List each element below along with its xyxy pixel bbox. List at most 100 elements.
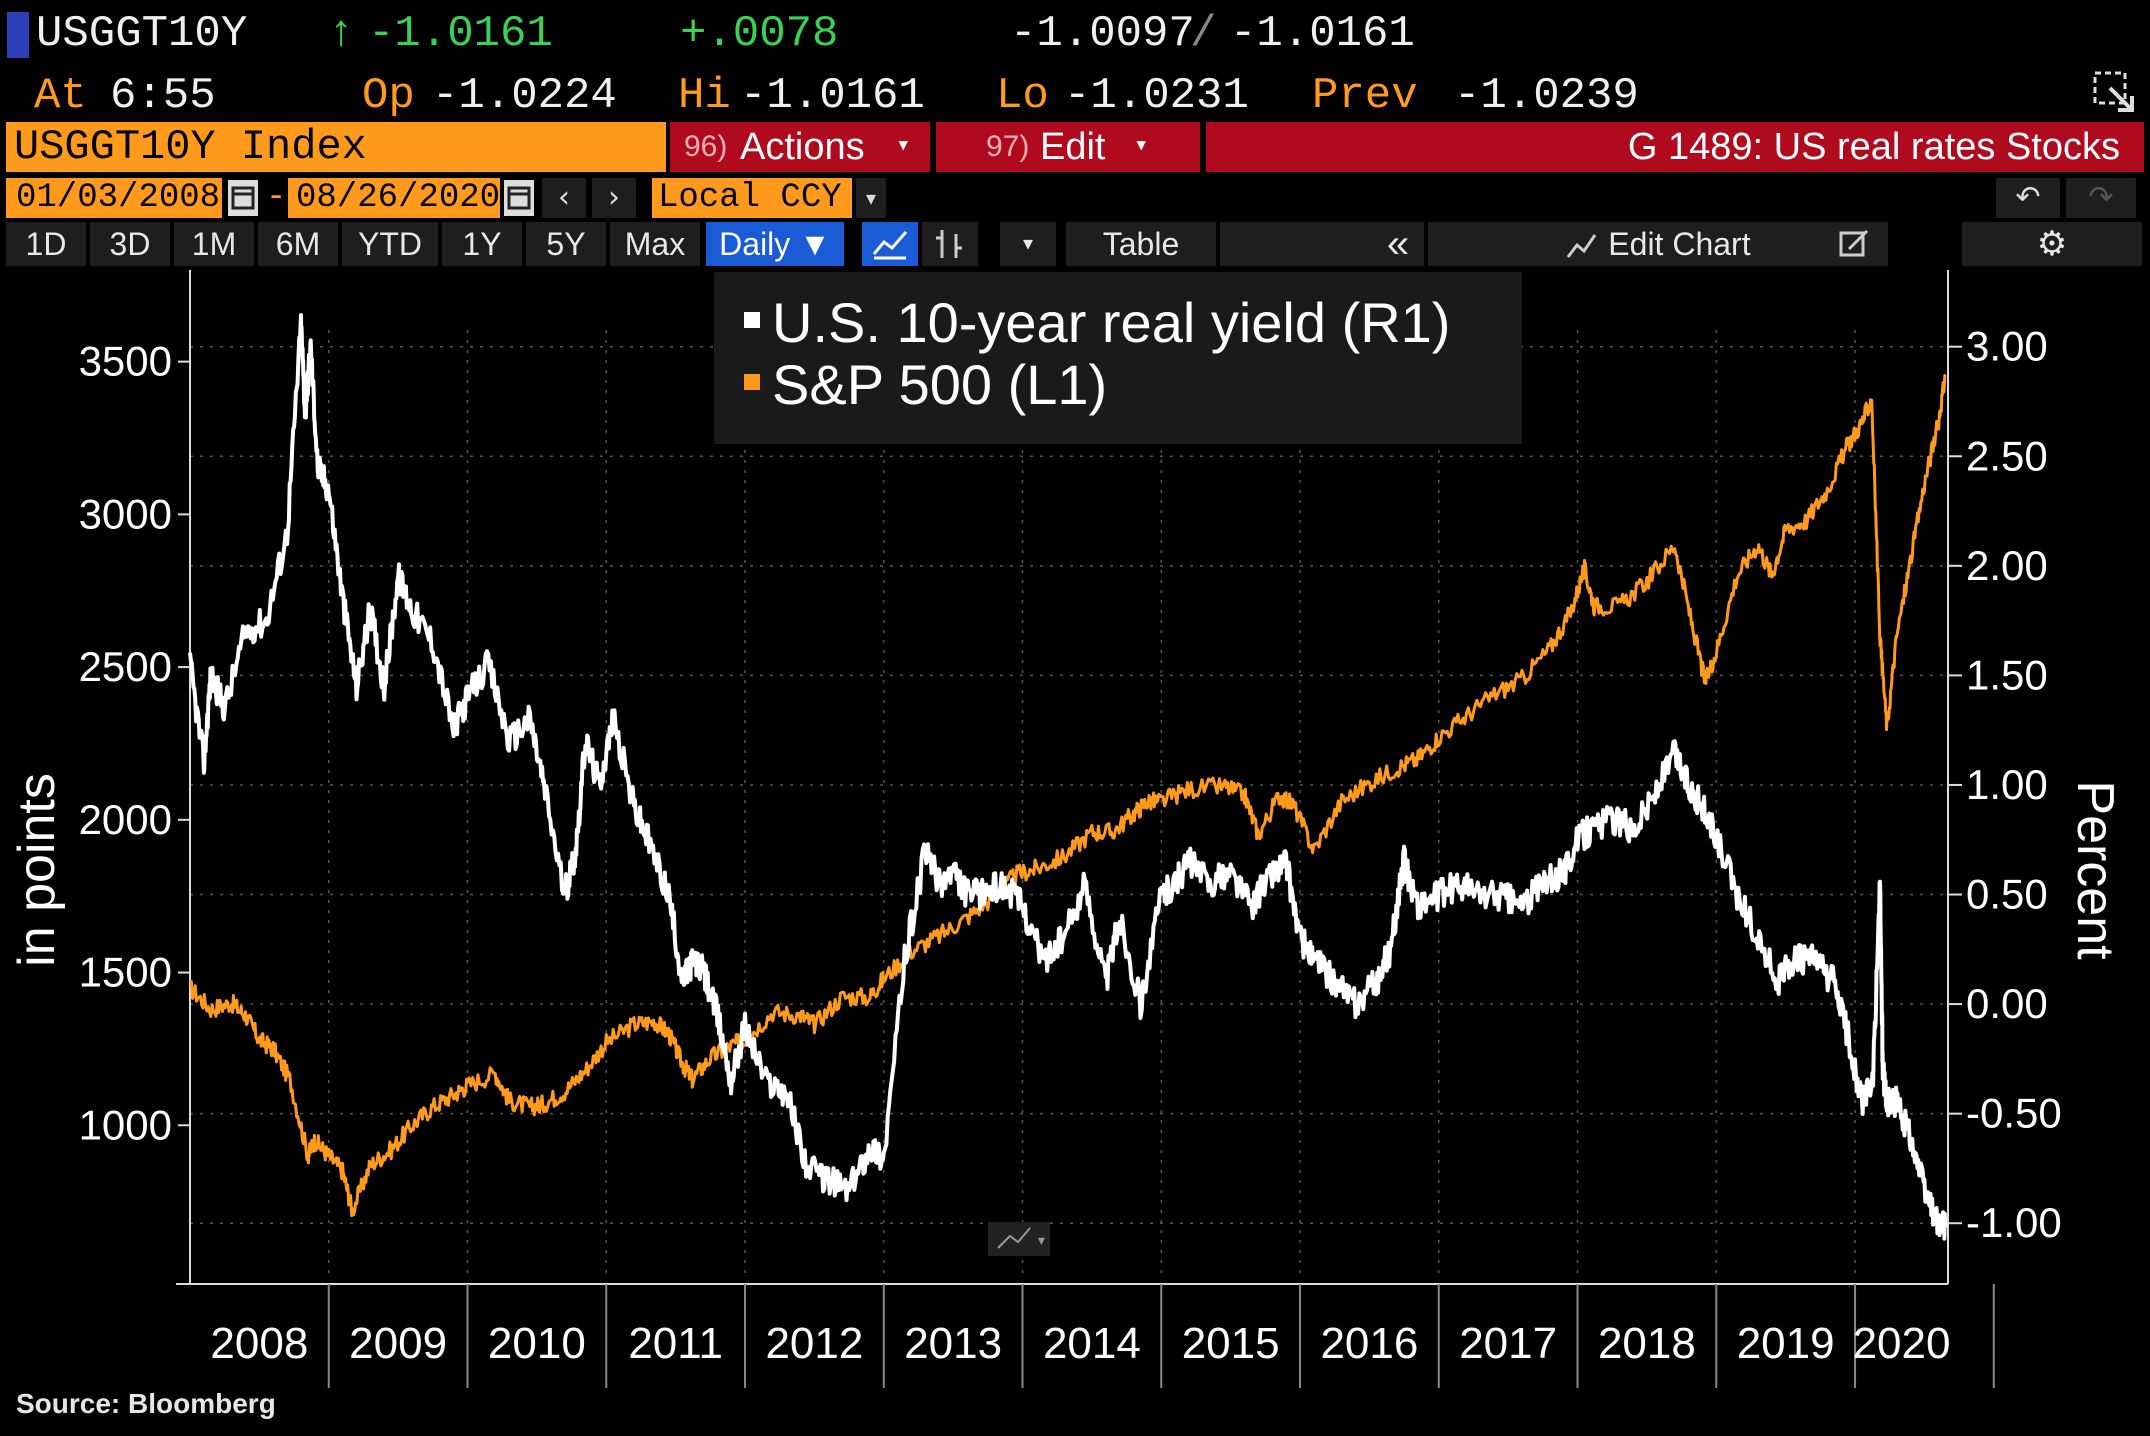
ticker-marker: [7, 12, 29, 58]
line-chart-button[interactable]: [862, 222, 918, 266]
right-tick-label: -1.00: [1966, 1199, 2062, 1246]
last-price: -1.0161: [368, 9, 553, 59]
chevron-right-icon: ›: [608, 180, 620, 215]
chart-type-mini-button[interactable]: ▾: [988, 1222, 1050, 1256]
gear-icon: ⚙: [2036, 225, 2068, 263]
edit-menu[interactable]: 97) Edit ▾: [936, 122, 1200, 172]
up-arrow-icon: ↑: [328, 9, 355, 59]
prev-range-button[interactable]: ‹: [542, 178, 586, 218]
chart-type-dropdown[interactable]: ▾: [1000, 222, 1056, 266]
legend-swatch-white: [744, 312, 760, 328]
period-button-3d[interactable]: 3D: [90, 222, 170, 266]
left-tick-label: 1000: [79, 1101, 172, 1148]
legend-label-sp500: S&P 500 (L1): [772, 353, 1107, 416]
low-value: -1.0231: [1064, 71, 1249, 121]
bid-price: -1.0097: [1010, 9, 1195, 59]
right-tick-label: 0.50: [1966, 871, 2048, 918]
x-tick-label: 2015: [1182, 1319, 1280, 1368]
high-value: -1.0161: [740, 71, 925, 121]
x-tick-label: 2013: [904, 1319, 1002, 1368]
legend-label-real-yield: U.S. 10-year real yield (R1): [772, 291, 1450, 354]
x-tick-label: 2011: [628, 1319, 723, 1368]
time-label: At: [34, 71, 87, 121]
left-tick-label: 2500: [79, 643, 172, 690]
period-button-1m[interactable]: 1M: [174, 222, 254, 266]
bar-chart-button[interactable]: [922, 222, 978, 266]
prev-label: Prev: [1312, 71, 1418, 121]
currency-select[interactable]: Local CCY: [652, 178, 852, 218]
edit-chart-icon: [1567, 234, 1597, 258]
period-button-max[interactable]: Max: [610, 222, 700, 266]
open-label: Op: [362, 71, 415, 121]
x-tick-label: 2009: [349, 1319, 447, 1368]
table-button[interactable]: Table: [1066, 222, 1216, 266]
left-tick-label: 2000: [79, 796, 172, 843]
x-tick-label: 2018: [1598, 1319, 1696, 1368]
ask-price: -1.0161: [1230, 9, 1415, 59]
edit-chart-button[interactable]: Edit Chart: [1428, 222, 1888, 266]
caret-down-icon: ▾: [865, 186, 877, 210]
right-axis-label: Percent: [2066, 780, 2124, 960]
start-date: 01/03/2008: [16, 179, 221, 217]
date-separator: -: [266, 179, 287, 217]
right-tick-label: 1.00: [1966, 761, 2048, 808]
high-label: Hi: [678, 71, 731, 121]
period-button-6m[interactable]: 6M: [258, 222, 338, 266]
calendar-icon[interactable]: [228, 180, 258, 216]
legend-box: [714, 272, 1522, 444]
redo-button[interactable]: ↷: [2066, 178, 2136, 218]
real-yield-series-line: [188, 313, 1948, 1241]
x-tick-label: 2010: [488, 1319, 586, 1368]
left-axis-label: in points: [8, 773, 66, 967]
caret-down-icon: ▾: [896, 133, 911, 160]
source-credit: Source: Bloomberg: [16, 1388, 276, 1419]
actions-menu[interactable]: 96) Actions ▾: [670, 122, 930, 172]
start-date-input[interactable]: 01/03/2008: [6, 178, 222, 218]
left-tick-label: 1500: [79, 949, 172, 996]
currency-value: Local CCY: [658, 179, 842, 217]
legend-swatch-orange: [744, 374, 760, 390]
right-tick-label: 2.50: [1966, 432, 2048, 479]
calendar-icon[interactable]: [504, 180, 534, 216]
bid-ask-separator: /: [1190, 9, 1217, 59]
ohlc-bars-icon: [936, 230, 962, 258]
frequency-select[interactable]: Daily ▼: [706, 222, 844, 266]
undo-button[interactable]: ↶: [1996, 178, 2060, 218]
security-name: USGGT10Y Index: [14, 123, 367, 171]
left-tick-label: 3000: [79, 490, 172, 537]
period-button-ytd[interactable]: YTD: [342, 222, 438, 266]
quote-time: 6:55: [110, 71, 216, 121]
security-field[interactable]: USGGT10Y Index: [6, 122, 666, 172]
double-chevron-left-icon: «: [1386, 222, 1410, 266]
x-tick-label: 2008: [210, 1319, 308, 1368]
x-tick-label: 2017: [1459, 1319, 1557, 1368]
x-tick-label: 2012: [765, 1319, 863, 1368]
x-tick-label: 2019: [1737, 1319, 1835, 1368]
popout-icon[interactable]: [2092, 70, 2136, 114]
edit-chart-label: Edit Chart: [1608, 226, 1751, 262]
period-button-1d[interactable]: 1D: [6, 222, 86, 266]
next-range-button[interactable]: ›: [592, 178, 636, 218]
net-change: +.0078: [680, 9, 839, 59]
end-date: 08/26/2020: [296, 179, 501, 217]
graph-title: G 1489: US real rates Stocks: [1627, 126, 2120, 168]
x-tick-label: 2020: [1853, 1319, 1951, 1368]
period-button-5y[interactable]: 5Y: [526, 222, 606, 266]
end-date-input[interactable]: 08/26/2020: [288, 178, 500, 218]
chart-area: 1000 1500 2000 2500 3000 3500 -1.00 -0.50 0.00 0.…: [8, 270, 2124, 1388]
edit-shortcut: 97): [986, 130, 1030, 163]
right-tick-label: 3.00: [1966, 323, 2048, 370]
left-tick-label: 3500: [79, 338, 172, 385]
actions-label: Actions: [740, 126, 865, 168]
pencil-chart-icon: [1839, 229, 1869, 257]
low-label: Lo: [996, 71, 1049, 121]
actions-shortcut: 96): [684, 130, 728, 163]
period-button-1y[interactable]: 1Y: [442, 222, 522, 266]
open-value: -1.0224: [432, 71, 617, 121]
annotate-button[interactable]: [1820, 222, 1888, 266]
currency-dropdown-button[interactable]: ▾: [856, 178, 886, 218]
collapse-button[interactable]: «: [1372, 222, 1424, 266]
settings-button[interactable]: ⚙: [1962, 222, 2142, 266]
edit-label: Edit: [1040, 126, 1106, 168]
sp500-series-line: [189, 374, 1947, 1218]
